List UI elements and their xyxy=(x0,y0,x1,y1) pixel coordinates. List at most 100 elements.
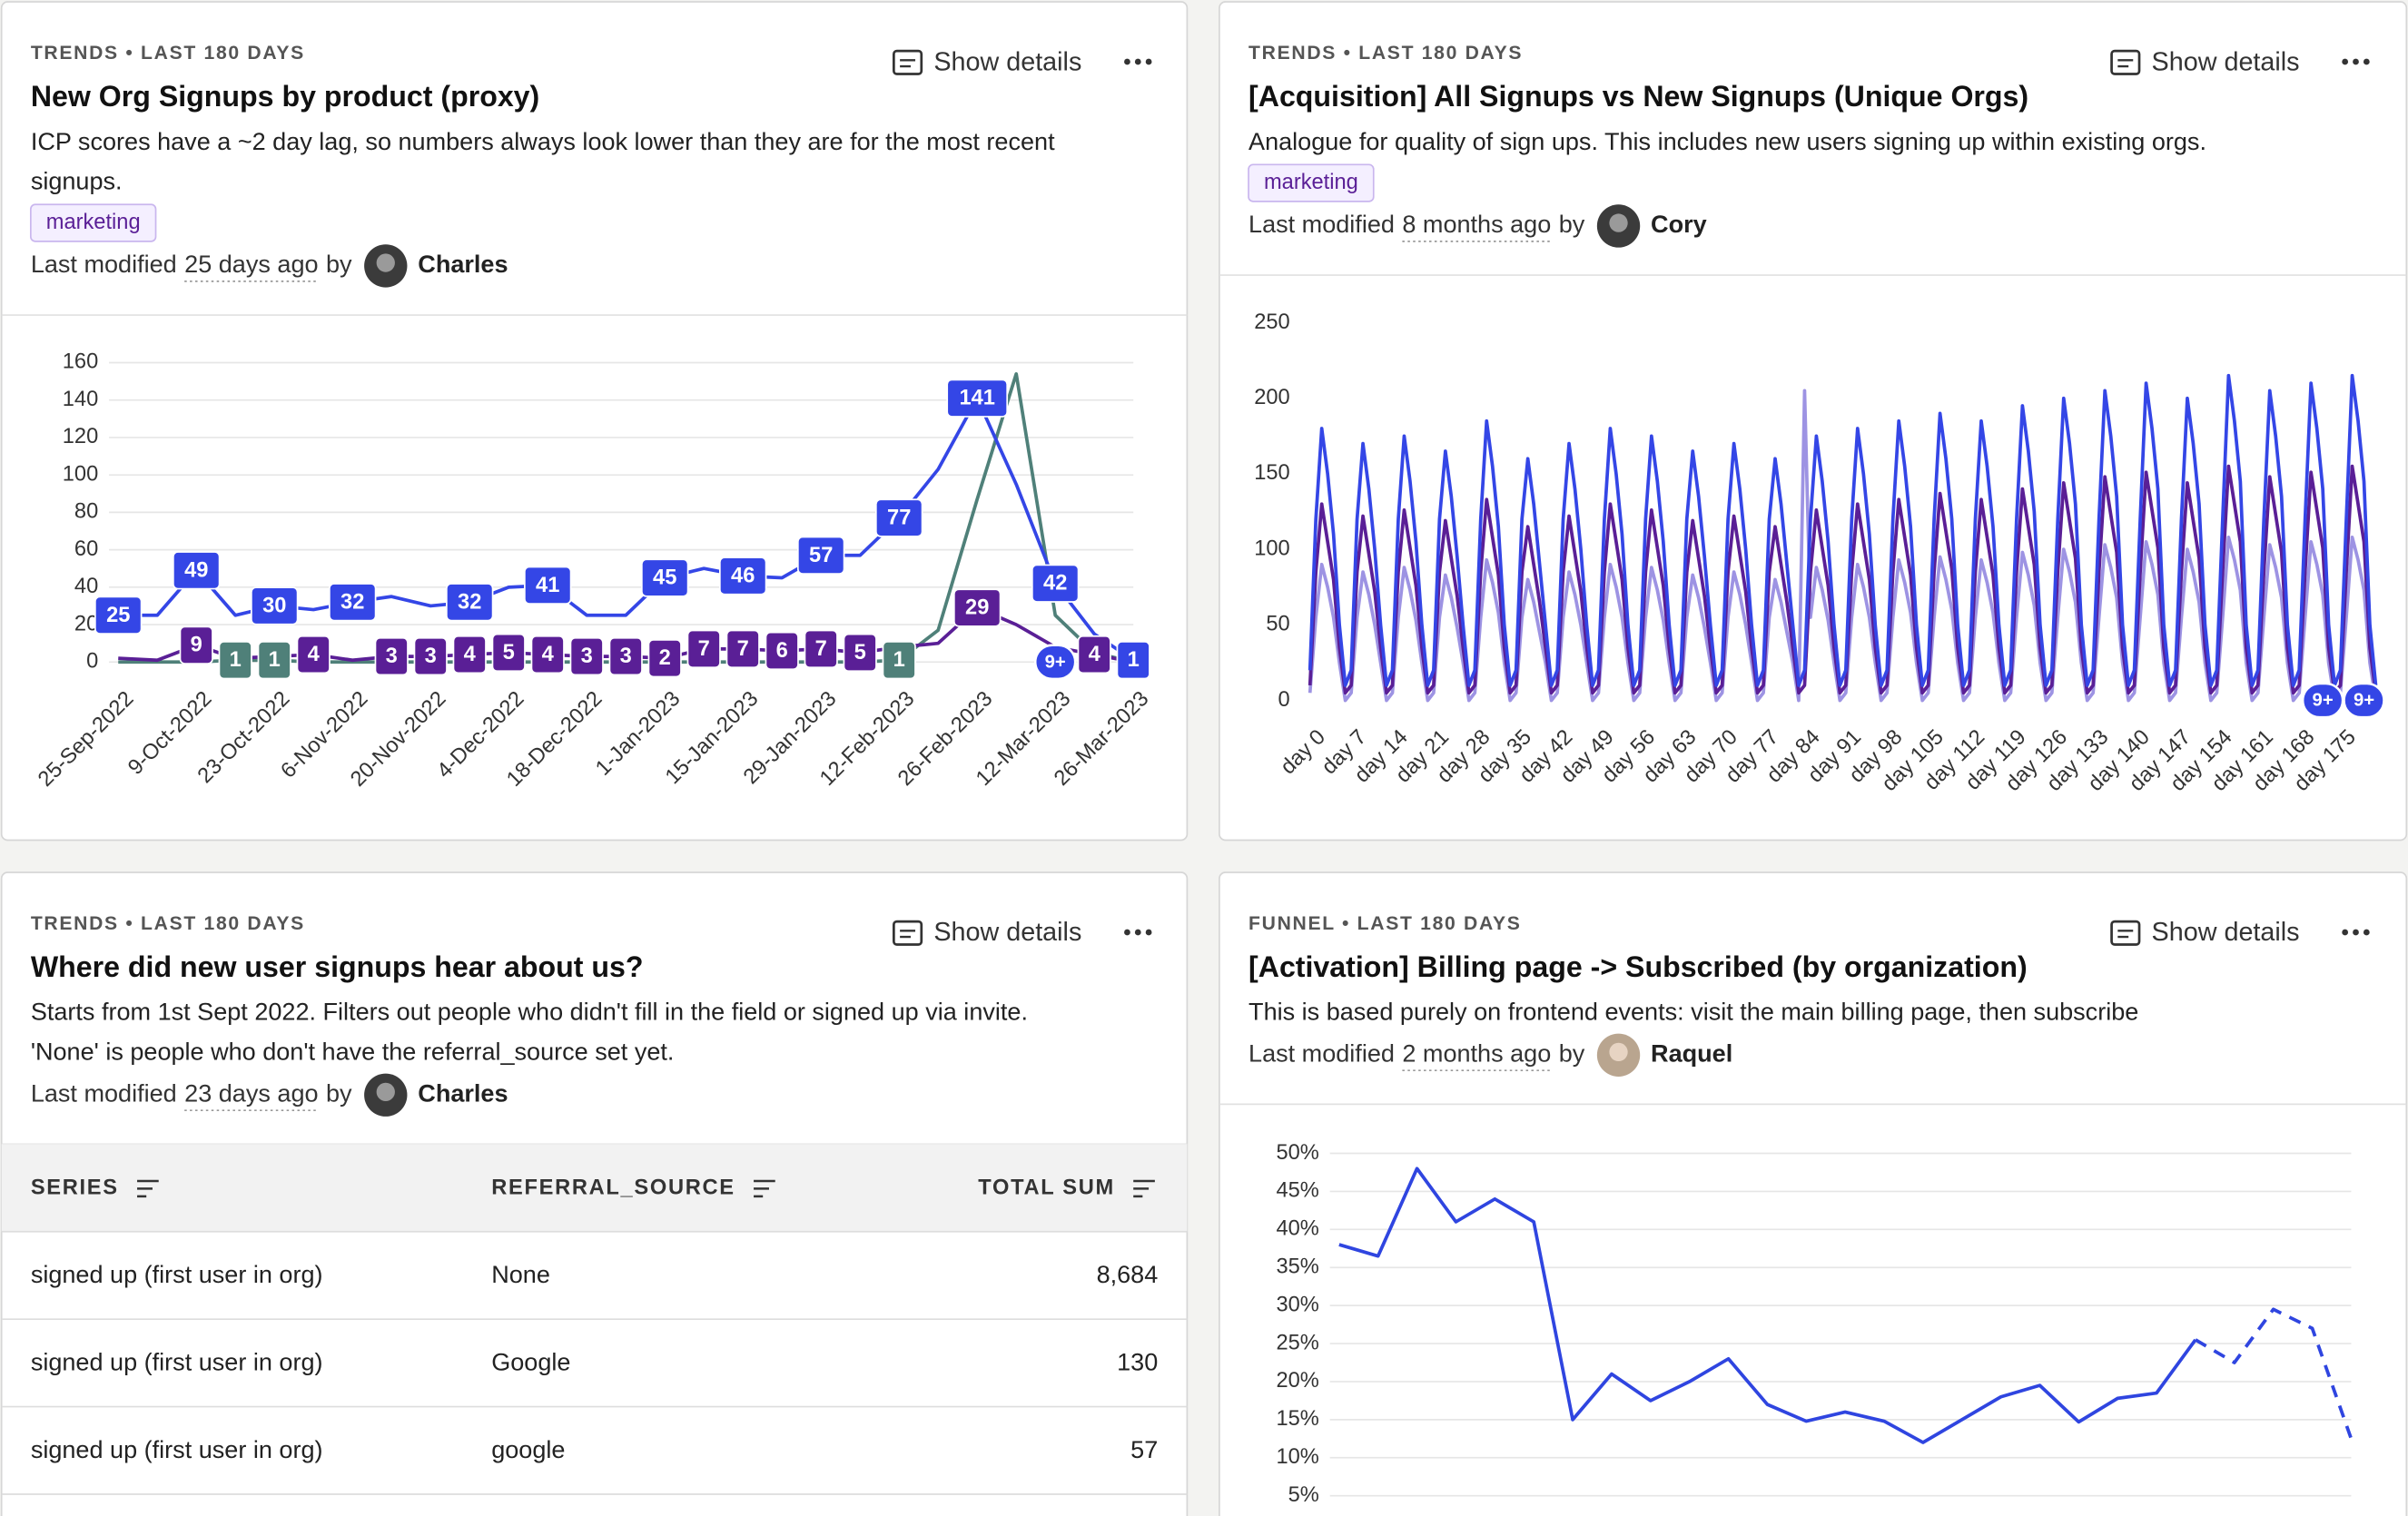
series-line xyxy=(2195,1307,2354,1440)
more-menu[interactable] xyxy=(1134,929,1141,936)
details-icon xyxy=(892,920,923,946)
show-details[interactable]: Show details xyxy=(2152,47,2300,76)
y-tick-label: 250 xyxy=(1254,310,1289,334)
value-label-bg xyxy=(647,639,682,678)
value-label: 29 xyxy=(965,596,989,620)
details-icon xyxy=(2110,49,2141,75)
badge-bg xyxy=(2301,682,2344,719)
more-menu[interactable] xyxy=(2342,58,2349,65)
y-tick-label: 100 xyxy=(1254,537,1289,560)
tag-bg xyxy=(29,203,157,242)
card-description: Analogue for quality of sign ups. This i… xyxy=(1248,128,2206,155)
modified-by: by xyxy=(326,1079,352,1107)
value-label: 7 xyxy=(737,637,749,661)
more-menu[interactable] xyxy=(1134,58,1141,65)
table-cell: Google xyxy=(491,1348,570,1375)
modified-when: 25 days ago xyxy=(184,251,318,278)
card-kind: TRENDS • LAST 180 DAYS xyxy=(1248,43,1523,64)
y-tick-label: 30% xyxy=(1276,1293,1318,1316)
value-label-bg xyxy=(179,625,213,664)
show-details[interactable]: Show details xyxy=(933,918,1081,947)
more-menu[interactable] xyxy=(1124,929,1130,936)
more-menu[interactable] xyxy=(2342,929,2349,936)
value-label-bg xyxy=(725,629,760,669)
card-kind: TRENDS • LAST 180 DAYS xyxy=(31,913,305,934)
value-label: 141 xyxy=(959,387,994,410)
card-title[interactable]: New Org Signups by product (proxy) xyxy=(31,80,539,113)
value-label-bg xyxy=(569,636,604,676)
show-details[interactable]: Show details xyxy=(2152,918,2300,947)
modified-prefix: Last modified xyxy=(1248,1039,1395,1067)
y-tick-label: 15% xyxy=(1276,1407,1318,1431)
value-label-bg xyxy=(329,583,377,622)
more-menu[interactable] xyxy=(2363,929,2370,936)
y-tick-label: 20% xyxy=(1276,1369,1318,1393)
value-label: 1 xyxy=(893,648,905,672)
y-tick-label: 0 xyxy=(1278,688,1290,712)
y-tick-label: 60 xyxy=(74,537,98,561)
value-label: 9 xyxy=(191,634,202,657)
value-label-bg xyxy=(374,636,409,676)
y-tick-label: 160 xyxy=(63,350,98,374)
card-title[interactable]: Where did new user signups hear about us… xyxy=(31,950,644,983)
value-label-bg xyxy=(257,641,291,680)
more-menu[interactable] xyxy=(2353,929,2359,936)
column-header: SERIES xyxy=(31,1176,119,1200)
more-menu[interactable] xyxy=(1145,58,1152,65)
value-label-bg xyxy=(251,586,299,625)
details-icon xyxy=(2110,920,2141,946)
value-label-bg xyxy=(608,636,643,676)
badge: 9+ xyxy=(2313,691,2334,711)
y-tick-label: 5% xyxy=(1288,1483,1319,1507)
value-label: 1 xyxy=(230,648,242,672)
value-label-bg xyxy=(640,558,689,597)
show-details[interactable]: Show details xyxy=(933,47,1081,76)
card-title[interactable]: [Activation] Billing page -> Subscribed … xyxy=(1248,950,2028,983)
avatar-face xyxy=(1609,1042,1628,1062)
value-label-bg xyxy=(1116,641,1150,680)
y-tick-label: 25% xyxy=(1276,1331,1318,1354)
value-label: 5 xyxy=(854,641,866,664)
more-menu[interactable] xyxy=(2363,58,2370,65)
value-label-bg xyxy=(718,556,767,596)
value-label-bg xyxy=(804,629,838,669)
tag: marketing xyxy=(46,211,141,234)
value-label-bg xyxy=(1031,564,1080,603)
table-cell: signed up (first user in org) xyxy=(31,1261,323,1288)
value-label-bg xyxy=(1077,635,1111,674)
value-label: 46 xyxy=(731,564,755,587)
value-label: 1 xyxy=(1128,648,1140,672)
series-line xyxy=(1308,389,2378,703)
value-label: 57 xyxy=(809,544,833,567)
modified-when: 23 days ago xyxy=(184,1079,318,1107)
more-menu[interactable] xyxy=(1145,929,1152,936)
value-label-bg xyxy=(173,551,221,590)
y-tick-label: 20 xyxy=(74,612,98,635)
value-label-bg xyxy=(524,566,572,605)
value-label-bg xyxy=(530,635,565,674)
value-label: 6 xyxy=(776,639,788,663)
table-cell: 57 xyxy=(1130,1436,1158,1463)
y-tick-label: 40% xyxy=(1276,1217,1318,1241)
modified-by: by xyxy=(1559,1039,1585,1067)
y-tick-label: 100 xyxy=(63,462,98,486)
details-icon xyxy=(892,49,923,75)
value-label-bg xyxy=(296,635,331,674)
value-label: 2 xyxy=(659,646,671,670)
more-menu[interactable] xyxy=(2353,58,2359,65)
y-tick-label: 140 xyxy=(63,388,98,411)
value-label: 3 xyxy=(581,645,593,668)
more-menu[interactable] xyxy=(1124,58,1130,65)
value-label: 49 xyxy=(184,558,208,582)
value-label-bg xyxy=(796,536,845,575)
value-label: 30 xyxy=(262,594,286,617)
card-description: ICP scores have a ~2 day lag, so numbers… xyxy=(31,128,1055,155)
badge-bg xyxy=(1033,644,1077,681)
avatar-face xyxy=(376,253,395,272)
value-label: 5 xyxy=(503,641,515,664)
card-description: This is based purely on frontend events:… xyxy=(1248,999,2138,1026)
value-label: 3 xyxy=(620,645,632,668)
card-title[interactable]: [Acquisition] All Signups vs New Signups… xyxy=(1248,80,2028,113)
